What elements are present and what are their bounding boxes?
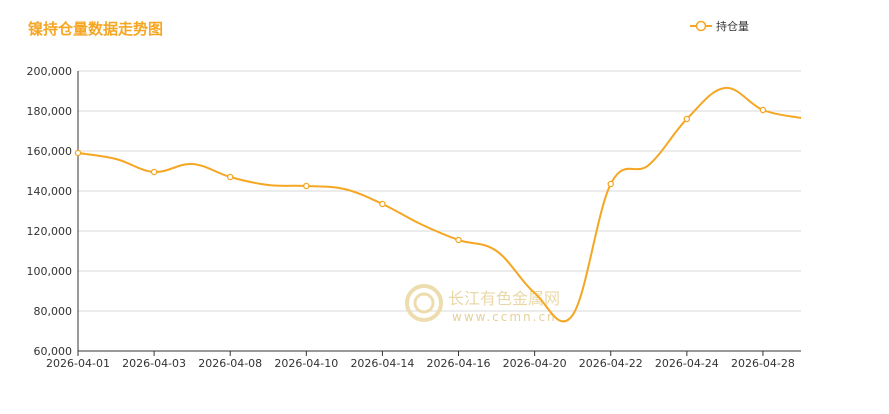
data-point-marker[interactable] [759,106,767,114]
y-tick-label: 80,000 [34,305,73,318]
watermark-url: www.ccmn.cn [452,310,557,324]
series-line[interactable] [77,86,802,323]
x-tick-label: 2026-04-14 [350,357,414,370]
chart-title: 镍持仓量数据走势图 [28,20,163,38]
x-tick-label: 2026-04-22 [579,357,643,370]
x-axis: 2026-04-01 2026-04-03 2026-04-08 2026-04-10… [46,350,801,370]
data-point-marker[interactable] [379,200,386,208]
series-layer [74,86,802,323]
y-tick-label: 160,000 [27,145,73,158]
watermark: 长江有色金属网 www.ccmn.cn [405,284,560,324]
legend[interactable]: 持仓量 [690,19,749,33]
x-tick-label: 2026-04-03 [122,357,186,370]
data-point-marker[interactable] [607,180,614,188]
data-point-marker[interactable] [74,149,82,157]
x-tick-label: 2026-04-10 [274,357,338,370]
y-axis: 60,000 80,000 100,000 120,000 140,000 160,000… [27,65,79,358]
x-tick-label: 2026-04-08 [198,357,262,370]
data-point-marker[interactable] [150,168,158,176]
watermark-text: 长江有色金属网 [448,289,560,308]
data-point-marker[interactable] [226,173,234,181]
y-tick-label: 100,000 [27,265,73,278]
watermark-logo-inner-icon [413,292,435,314]
x-tick-label: 2026-04-28 [731,357,795,370]
legend-label: 持仓量 [716,19,749,33]
y-tick-label: 120,000 [27,225,73,238]
data-point-marker[interactable] [303,182,310,190]
y-tick-label: 60,000 [34,345,73,358]
y-tick-label: 200,000 [27,65,73,78]
x-tick-label: 2026-04-20 [503,357,567,370]
x-tick-label: 2026-04-01 [46,357,110,370]
data-point-marker[interactable] [455,236,462,244]
y-tick-label: 140,000 [27,185,73,198]
legend-marker-icon [695,20,707,32]
x-tick-label: 2026-04-24 [655,357,719,370]
data-point-marker[interactable] [683,115,691,123]
x-tick-label: 2026-04-16 [427,357,491,370]
watermark-logo-icon [405,284,443,322]
y-tick-label: 180,000 [27,105,73,118]
